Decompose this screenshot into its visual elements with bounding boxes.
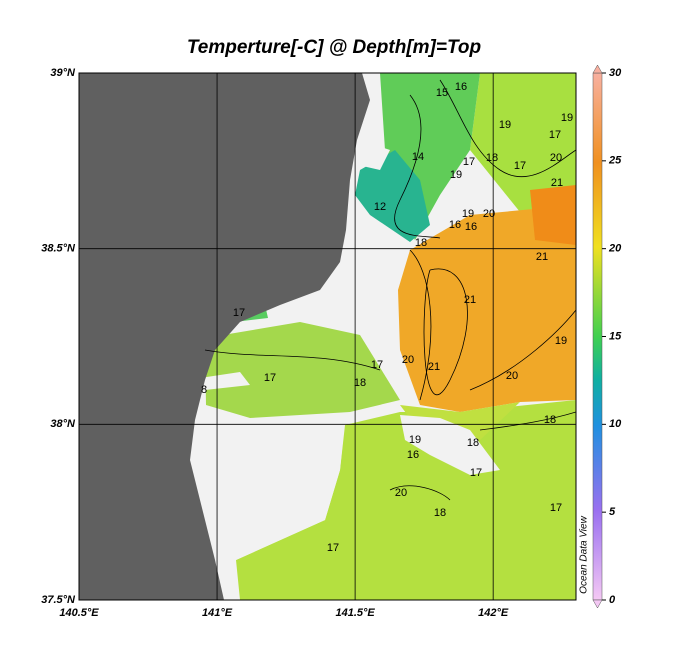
contour-line [439,79,576,177]
contour-label: 17 [327,542,339,554]
colorbar-tick-label: 15 [609,330,622,342]
contour-line [423,268,468,396]
contour-label: 8 [201,384,207,396]
contour-label: 20 [395,487,407,499]
land [79,73,370,600]
x-tick-label: 141.5°E [335,607,375,619]
contour-label: 19 [561,112,573,124]
no-data [400,415,500,475]
x-tick-label: 142°E [478,607,509,619]
x-tick-label: 141°E [202,607,233,619]
contour-label: 21 [551,177,563,189]
contour-label: 17 [549,129,561,141]
no-data [200,372,250,390]
colorbar-tick-label: 20 [608,243,622,255]
colorbar-tick-label: 5 [609,506,616,518]
contour-label: 21 [536,251,548,263]
contour-label: 16 [407,449,419,461]
y-tick-label: 37.5°N [41,594,76,606]
ocean-field [470,73,576,212]
map-title: Temperture[-C] @ Depth[m]=Top [187,37,481,58]
contour-line [394,94,441,239]
x-tick-label: 140.5°E [59,607,99,619]
contour-label: 19 [450,169,462,181]
contour-label: 17 [470,467,482,479]
contour-label: 19 [555,335,567,347]
ocean-field [530,185,576,245]
contour-label: 19 [462,208,474,220]
contour-label: 18 [467,437,479,449]
contour-label: 18 [486,152,498,164]
ocean-field [355,150,430,242]
y-tick-label: 38°N [50,418,76,430]
contour-label: 12 [374,201,386,213]
contour-line [409,249,432,401]
y-tick-label: 39°N [50,67,76,79]
contour-label: 16 [465,221,477,233]
colorbar-arrow [592,599,603,609]
contour-label: 16 [449,219,461,231]
contour-line [204,349,381,371]
watermark: Ocean Data View [579,515,590,593]
map-frame [78,72,577,601]
map-area [79,73,576,600]
contour-label: 17 [463,156,475,168]
contour-label: 17 [264,372,276,384]
colorbar-arrow [592,64,603,74]
contour-label: 19 [409,434,421,446]
contour-label: 20 [550,152,562,164]
contour-label: 20 [506,370,518,382]
contour-line [479,411,576,431]
contour-label: 17 [371,359,383,371]
ocean-field [205,322,400,418]
contour-label: 15 [436,87,448,99]
contour-label: 21 [428,361,440,373]
contour-label: 17 [233,307,245,319]
contour-line [389,485,451,501]
contour-label: 14 [412,151,424,163]
contour-label: 17 [550,502,562,514]
y-tick-label: 38.5°N [41,243,76,255]
contour-label: 20 [483,208,495,220]
contour-label: 17 [514,160,526,172]
contour-label: 18 [415,237,427,249]
contour-label: 18 [354,377,366,389]
colorbar-tick-label: 0 [609,594,616,606]
no-data [210,420,345,560]
contour-label: 20 [402,354,414,366]
contour-label: 16 [455,81,467,93]
no-data [358,140,390,170]
contour-label: 19 [499,119,511,131]
colorbar [592,72,603,601]
ocean-field [398,205,576,412]
contour-label: 18 [544,414,556,426]
contour-line [469,309,576,391]
colorbar-tick-label: 10 [609,418,622,430]
colorbar-tick-label: 30 [609,67,622,79]
ocean-field [236,400,576,600]
contour-lines [204,79,576,501]
contour-label: 18 [434,507,446,519]
contour-label: 21 [464,294,476,306]
colorbar-tick-label: 25 [608,155,622,167]
